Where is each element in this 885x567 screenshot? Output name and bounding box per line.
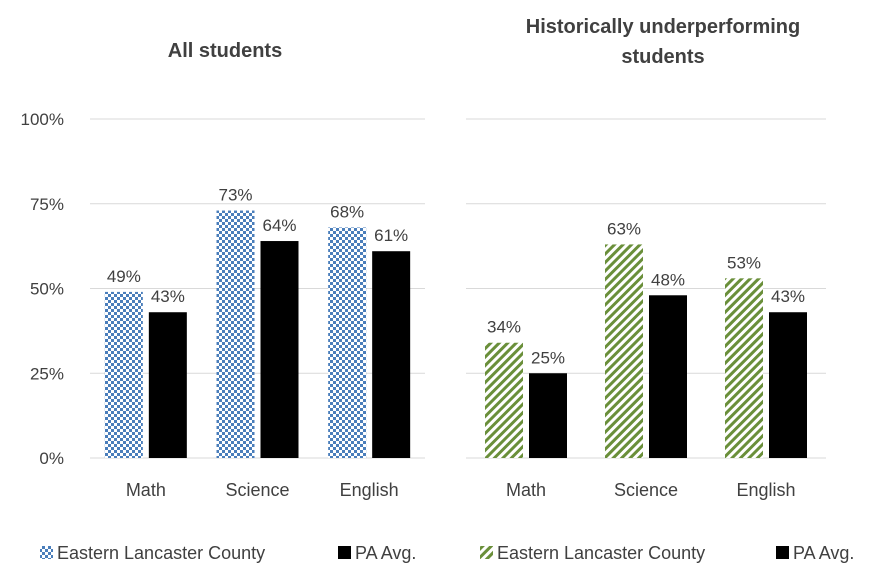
chart1-title: All students xyxy=(168,40,282,62)
chart2-legend-swatch-eastern xyxy=(480,546,493,559)
chart1-y-tick-label: 50% xyxy=(30,280,64,299)
chart2-title-line2: students xyxy=(621,46,704,68)
chart2-data-label: 53% xyxy=(727,253,761,272)
chart2-legend: Eastern Lancaster County PA Avg. xyxy=(480,543,854,563)
chart1-y-tick-label: 0% xyxy=(39,449,64,468)
chart2-category-label: English xyxy=(736,480,795,500)
chart2-bar-eastern-math xyxy=(485,342,523,458)
chart1-bar-eastern-science xyxy=(216,210,255,458)
chart1-legend-label-pa: PA Avg. xyxy=(355,543,416,563)
chart1-y-tick-label: 75% xyxy=(30,195,64,214)
chart1-data-label: 73% xyxy=(218,186,252,205)
chart2-data-label: 34% xyxy=(487,318,521,337)
chart2-data-label: 63% xyxy=(607,219,641,238)
chart1-plot: 100% 75% 50% 25% 0% 49% 43% Math 73% 64% Science 68… xyxy=(21,110,425,500)
chart1-bar-pa-english xyxy=(372,251,411,458)
chart1-y-tick-label: 100% xyxy=(21,110,64,129)
chart2-title-line1: Historically underperforming xyxy=(526,16,801,38)
chart2-category-label: Science xyxy=(614,480,678,500)
chart1-y-tick-label: 25% xyxy=(30,364,64,383)
chart1-legend-swatch-pa xyxy=(338,546,351,559)
chart1-bar-pa-math xyxy=(148,312,187,458)
chart1-legend-swatch-eastern xyxy=(40,546,53,559)
chart2-bar-pa-math xyxy=(529,373,567,458)
chart2-bar-eastern-english xyxy=(725,278,763,458)
chart1-data-label: 64% xyxy=(262,216,296,235)
chart1-bar-eastern-math xyxy=(104,291,143,458)
chart2-plot: 34% 25% Math 63% 48% Science 53% 43% English xyxy=(466,118,826,500)
chart1-legend-label-eastern: Eastern Lancaster County xyxy=(57,543,265,563)
chart1-bar-eastern-english xyxy=(328,227,367,458)
chart2-bar-eastern-science xyxy=(605,244,643,458)
chart1-category-label: English xyxy=(340,480,399,500)
chart2-data-label: 25% xyxy=(531,348,565,367)
chart1-data-label: 61% xyxy=(374,226,408,245)
chart2-legend-label-eastern: Eastern Lancaster County xyxy=(497,543,705,563)
chart1-category-label: Science xyxy=(225,480,289,500)
chart2-legend-label-pa: PA Avg. xyxy=(793,543,854,563)
chart2-data-label: 48% xyxy=(651,270,685,289)
chart2-bar-pa-science xyxy=(649,295,687,458)
chart1-data-label: 49% xyxy=(107,267,141,286)
chart1-category-label: Math xyxy=(126,480,166,500)
chart2-data-label: 43% xyxy=(771,287,805,306)
chart2-category-label: Math xyxy=(506,480,546,500)
chart1-legend: Eastern Lancaster County PA Avg. xyxy=(40,543,416,563)
chart1-bar-pa-science xyxy=(260,241,299,458)
chart1-data-label: 43% xyxy=(151,287,185,306)
chart2-bar-pa-english xyxy=(769,312,807,458)
chart2-legend-swatch-pa xyxy=(776,546,789,559)
chart1-data-label: 68% xyxy=(330,202,364,221)
